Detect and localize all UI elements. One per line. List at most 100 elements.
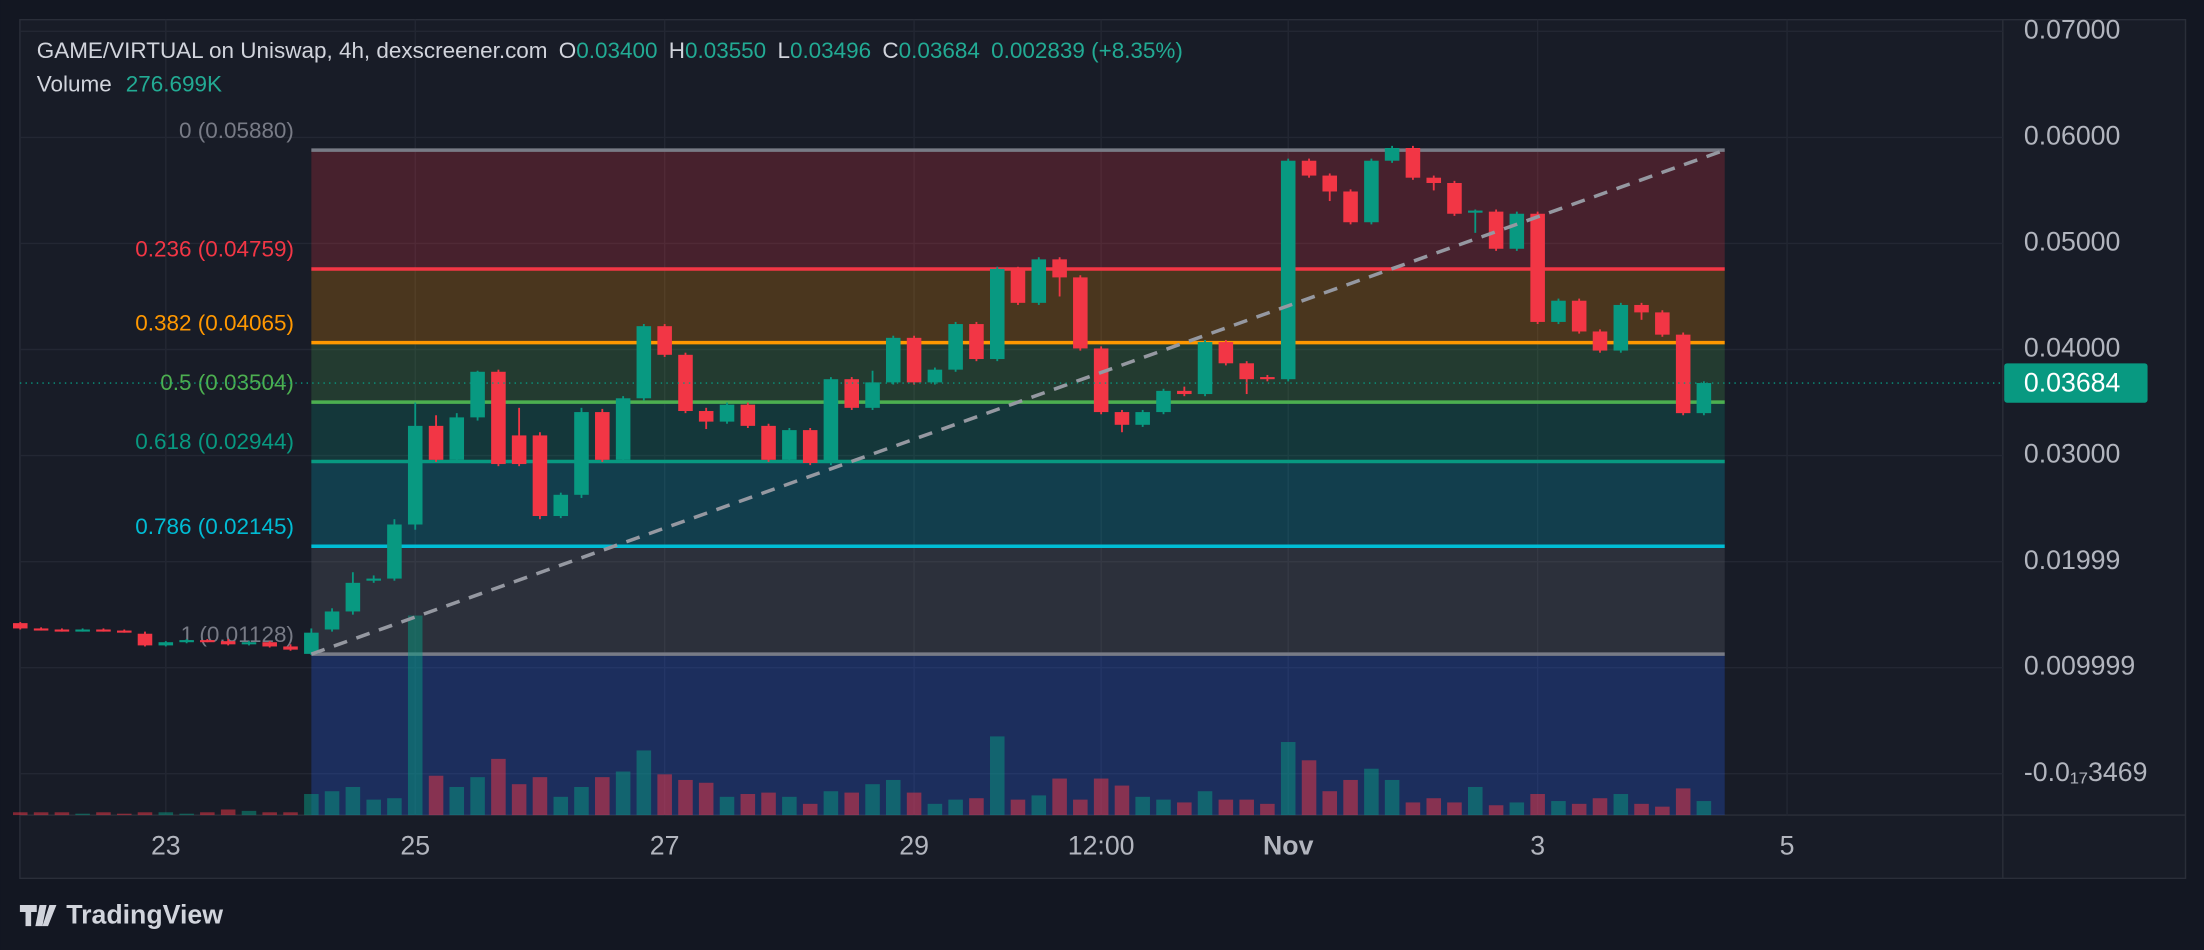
volume-bar xyxy=(989,736,1005,816)
trend-line xyxy=(310,148,1726,656)
legend-value: 0.03550 xyxy=(685,38,766,63)
y-tick-label: 0.01999 xyxy=(2024,545,2120,575)
volume-bar xyxy=(969,798,984,816)
candle-body xyxy=(449,417,465,460)
candle-body xyxy=(33,628,49,631)
volume-bar xyxy=(33,812,49,816)
candle-body xyxy=(782,430,797,460)
volume-bar xyxy=(636,750,652,816)
candle-body xyxy=(595,412,610,460)
candle-body xyxy=(1031,259,1047,303)
candle-body xyxy=(1197,342,1213,395)
candle-body xyxy=(989,268,1005,360)
volume xyxy=(12,615,1712,816)
volume-bar xyxy=(678,779,693,816)
candle-body xyxy=(241,642,257,645)
volume-label: Volume xyxy=(37,72,112,97)
candle-body xyxy=(1052,259,1067,278)
candle-body xyxy=(678,354,693,412)
candle-body xyxy=(532,435,548,517)
fibonacci: 0 (0.05880) 0.236 (0.04759) 0.382 (0.04065… xyxy=(135,118,1725,816)
brand: TradingView xyxy=(66,899,223,929)
volume-bar xyxy=(761,792,776,816)
volume-bar xyxy=(1571,803,1587,816)
y-tick-label: 0.05000 xyxy=(2024,226,2120,256)
volume-bar xyxy=(1280,742,1296,816)
candle-body xyxy=(615,398,631,460)
candle-body xyxy=(844,379,860,408)
volume-value: 276.699K xyxy=(126,72,222,97)
volume-bar xyxy=(262,812,277,816)
y-tick-label: 0.03000 xyxy=(2024,439,2120,469)
volume-bar xyxy=(1260,803,1275,816)
candle-body xyxy=(927,369,943,383)
volume-bar xyxy=(865,784,880,816)
y-tick-label: 0.06000 xyxy=(2024,120,2120,150)
candle-body xyxy=(698,411,714,422)
volume-bar xyxy=(1218,799,1234,816)
x-tick-label: 27 xyxy=(650,830,680,860)
volume-bar xyxy=(948,799,963,816)
volume-bar xyxy=(1613,794,1629,816)
candle-body xyxy=(1384,148,1400,161)
legend: GAME/VIRTUAL on Uniswap, 4h, dexscreener… xyxy=(37,38,1183,63)
candle-body xyxy=(1343,191,1358,223)
volume-bar xyxy=(1073,799,1088,816)
fib-label: 0.236 (0.04759) xyxy=(135,237,294,262)
candle-body xyxy=(470,371,485,418)
candle-body xyxy=(1280,160,1296,380)
volume-bar xyxy=(283,812,298,816)
x-tick-label: Nov xyxy=(1263,830,1314,860)
candle-body xyxy=(1675,334,1691,414)
volume-bar xyxy=(553,796,569,816)
candle-body xyxy=(407,425,423,525)
candle-body xyxy=(262,642,277,647)
volume-bar xyxy=(179,813,194,816)
last-price-box xyxy=(2004,363,2148,403)
candle-body xyxy=(1530,213,1545,322)
candles xyxy=(12,145,1712,655)
volume-bar xyxy=(1010,799,1026,816)
candle-body xyxy=(948,324,963,370)
candle-body xyxy=(1093,348,1109,413)
legend-value: 0.03684 xyxy=(899,38,980,63)
volume-bar xyxy=(927,803,943,816)
volume-bar xyxy=(407,615,423,816)
candle-body xyxy=(1177,390,1192,395)
x-tick-label: 23 xyxy=(151,830,181,860)
candle-body xyxy=(1468,210,1483,213)
volume-bar xyxy=(1696,801,1712,816)
candle-body xyxy=(220,641,236,645)
volume-bar xyxy=(1197,791,1213,816)
volume-bar xyxy=(117,813,132,816)
candle-body xyxy=(283,646,298,650)
candle-body xyxy=(1613,304,1629,351)
candle-body xyxy=(969,324,984,360)
candle-body xyxy=(1634,304,1649,313)
candle-body xyxy=(387,524,402,579)
candle-body xyxy=(1592,331,1608,351)
candle-body xyxy=(96,629,111,632)
volume-bar xyxy=(96,812,111,816)
volume-bar xyxy=(1447,802,1462,816)
volume-bar xyxy=(740,794,756,816)
candle-body xyxy=(1218,342,1234,364)
volume-bar xyxy=(1114,785,1130,816)
volume-bar xyxy=(220,809,236,816)
candle-body xyxy=(740,404,756,426)
volume-bar xyxy=(1384,779,1400,816)
legend-value: 0.03496 xyxy=(790,38,871,63)
candle-body xyxy=(200,640,215,643)
y-tick-label: -0.0₁₇3469 xyxy=(2024,757,2148,787)
fib-label: 0.382 (0.04065) xyxy=(135,310,294,335)
candle-body xyxy=(75,629,90,632)
candle-body xyxy=(117,630,132,633)
volume-bar xyxy=(491,758,506,816)
candle-body xyxy=(1509,213,1525,249)
candle-body xyxy=(1301,160,1317,176)
volume-bar xyxy=(12,812,28,816)
volume-bar xyxy=(1551,801,1566,816)
candle-body xyxy=(366,578,381,581)
candle-body xyxy=(761,425,776,460)
